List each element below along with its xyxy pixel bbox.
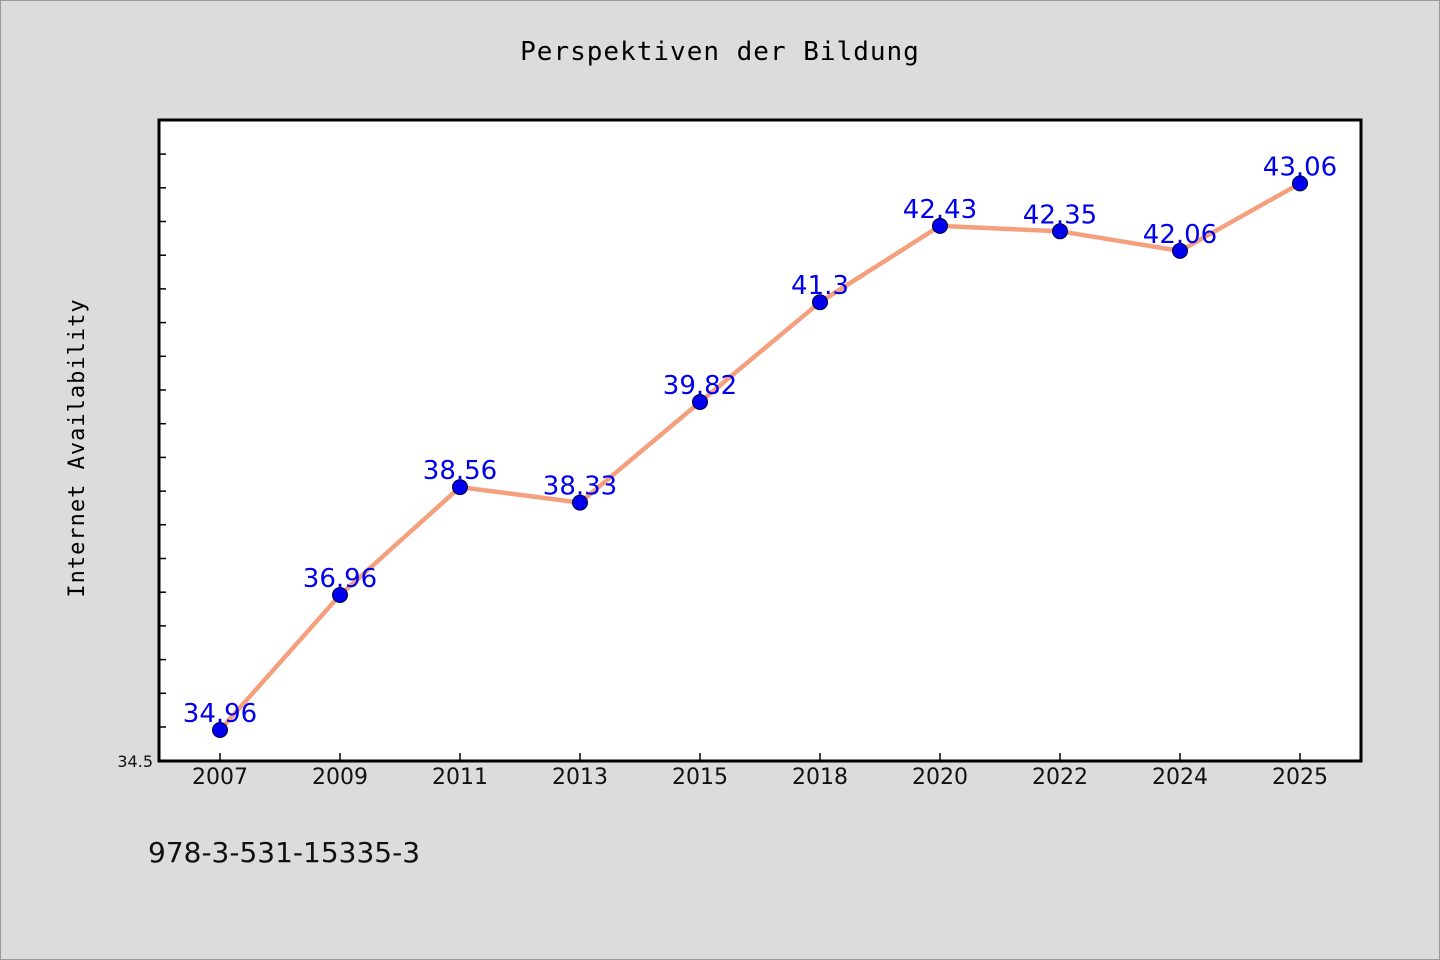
y-axis-label: Internet Availability <box>65 298 90 597</box>
data-point <box>572 494 588 511</box>
x-tick-label: 2013 <box>552 765 608 790</box>
data-label: 36.96 <box>303 564 377 594</box>
data-label: 38.56 <box>423 456 497 486</box>
x-tick-label: 2015 <box>672 765 728 790</box>
x-axis-ticks <box>219 753 1301 761</box>
data-point <box>452 479 468 496</box>
x-tick-label: 2018 <box>792 765 848 790</box>
data-point <box>692 394 708 410</box>
x-tick-label: 2020 <box>912 765 968 790</box>
data-point <box>812 294 828 311</box>
data-point <box>932 217 948 234</box>
data-point <box>1292 175 1308 192</box>
chart-title: Perspektiven der Bildung <box>520 37 920 67</box>
data-label: 42.06 <box>1143 220 1217 250</box>
data-point <box>212 722 228 738</box>
series-line <box>217 181 1303 733</box>
data-label: 43.06 <box>1263 152 1337 182</box>
y-axis-ticks <box>159 153 166 728</box>
x-axis-tick-labels: 2007 2009 2011 2013 2015 2018 2020 2022 2024 2025 <box>192 765 1328 790</box>
plot-area <box>157 118 1363 763</box>
data-label: 34.96 <box>183 699 257 729</box>
data-label: 41.3 <box>791 271 849 301</box>
data-label: 38.33 <box>543 472 617 502</box>
series-group <box>212 175 1308 738</box>
data-labels: 34.96 36.96 38.56 38.33 39.82 41.3 42.43 42.35 4… <box>183 152 1337 729</box>
data-label: 42.35 <box>1023 200 1097 230</box>
x-tick-label: 2007 <box>192 765 248 790</box>
x-tick-label: 2022 <box>1032 765 1088 790</box>
x-tick-label: 2025 <box>1272 765 1328 790</box>
x-tick-label: 2011 <box>432 765 488 790</box>
y-tick-label-min: 34.5 <box>117 752 153 771</box>
data-label: 39.82 <box>663 371 737 401</box>
data-point <box>1052 223 1068 240</box>
data-point <box>332 587 348 603</box>
x-tick-label: 2024 <box>1152 765 1208 790</box>
x-tick-label: 2009 <box>312 765 368 790</box>
data-point <box>1172 242 1188 259</box>
isbn-footer: 978-3-531-15335-3 <box>148 836 420 869</box>
data-label: 42.43 <box>903 195 977 225</box>
